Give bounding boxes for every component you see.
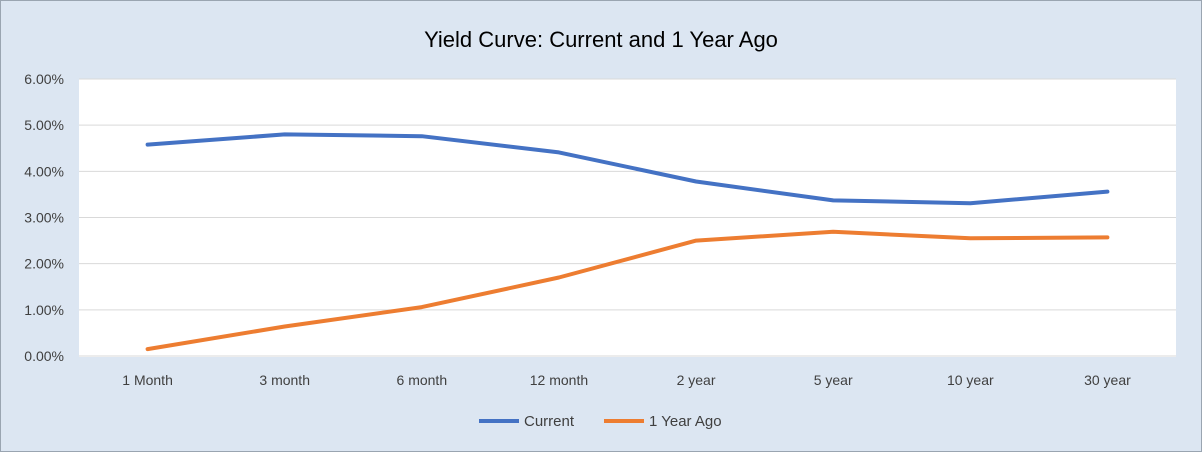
y-tick-label: 6.00% <box>24 71 64 87</box>
x-tick-label: 1 Month <box>122 372 173 388</box>
y-tick-label: 0.00% <box>24 348 64 364</box>
x-tick-label: 30 year <box>1084 372 1131 388</box>
x-tick-label: 6 month <box>397 372 448 388</box>
y-tick-label: 2.00% <box>24 256 64 272</box>
legend: Current 1 Year Ago <box>479 413 722 430</box>
y-tick-label: 5.00% <box>24 117 64 133</box>
x-tick-label: 3 month <box>259 372 310 388</box>
series-line-0 <box>145 132 1110 206</box>
legend-label: 1 Year Ago <box>649 413 722 430</box>
y-tick-label: 4.00% <box>24 163 64 179</box>
x-axis-ticks: 1 Month 3 month 6 month 12 month 2 year 5 yea… <box>122 372 1131 388</box>
x-tick-label: 12 month <box>530 372 588 388</box>
chart-title: Yield Curve: Current and 1 Year Ago <box>424 27 778 52</box>
x-tick-label: 5 year <box>814 372 853 388</box>
legend-label: Current <box>524 413 575 430</box>
y-tick-label: 1.00% <box>24 302 64 318</box>
gridlines <box>79 78 1176 357</box>
x-tick-label: 2 year <box>677 372 716 388</box>
y-tick-label: 3.00% <box>24 210 64 226</box>
series-lines <box>145 132 1110 352</box>
series-line-1 <box>145 229 1110 352</box>
x-tick-label: 10 year <box>947 372 994 388</box>
y-axis-ticks: 0.00% 1.00% 2.00% 3.00% 4.00% 5.00% 6.00% <box>24 71 64 364</box>
